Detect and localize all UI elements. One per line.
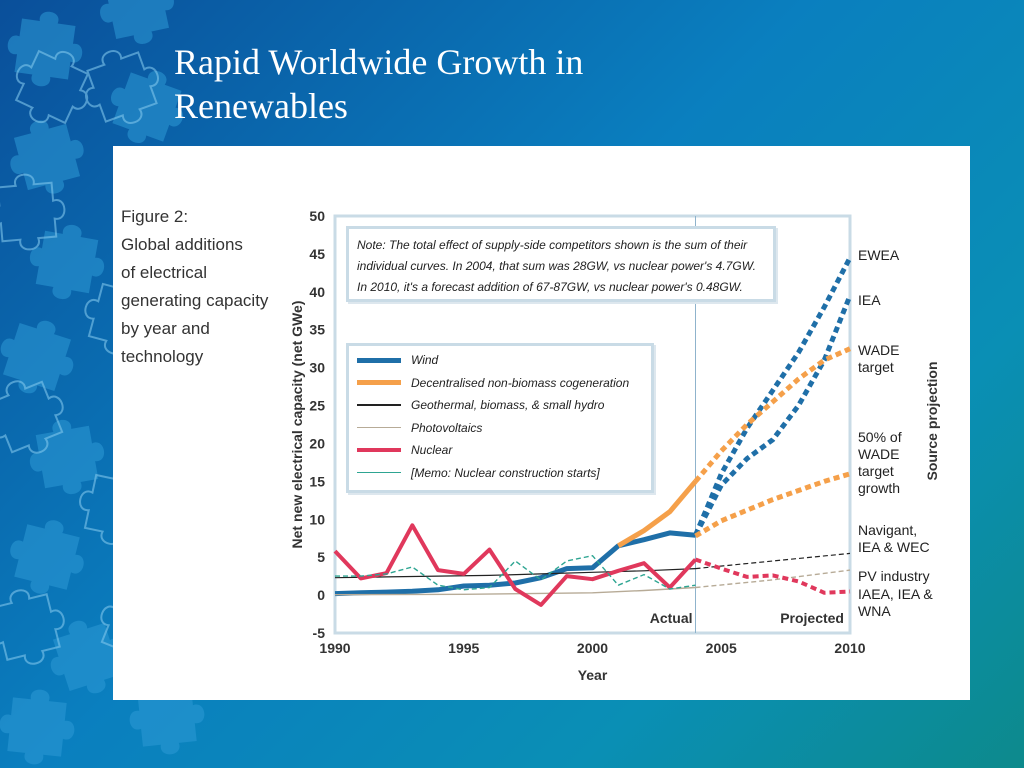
- source-label-line: target: [858, 359, 894, 375]
- source-label-line: IAEA, IEA &: [858, 586, 933, 602]
- series-line-cogeneration: [694, 471, 851, 539]
- projected-label: Projected: [780, 610, 844, 626]
- chart-legend: Wind Decentralised non-biomass cogenerati…: [346, 343, 654, 493]
- source-label-line: WADE: [858, 342, 900, 358]
- y-tick-label: 50: [309, 208, 325, 224]
- caption-line: of electrical: [121, 263, 207, 282]
- note-line: In 2010, it's a forecast addition of 67-…: [357, 280, 743, 294]
- series-line-geothermal: [695, 552, 851, 570]
- caption-line: Global additions: [121, 235, 243, 254]
- series-line-geothermal: [334, 568, 696, 579]
- figure-panel: Figure 2: Global additions of electrical…: [113, 146, 970, 700]
- source-projection-label: Source projection: [924, 361, 940, 480]
- source-label-iaea: IAEA, IEA & WNA: [858, 586, 933, 620]
- x-axis-label: Year: [578, 667, 608, 683]
- x-tick-label: 1995: [448, 640, 479, 656]
- legend-swatch: [357, 380, 401, 385]
- source-label-navigant: Navigant, IEA & WEC: [858, 522, 930, 556]
- source-label-line: WNA: [858, 603, 891, 619]
- series-line-nuclear: [694, 557, 851, 595]
- series-line-wind: [693, 294, 853, 537]
- y-tick-label: 40: [309, 284, 325, 300]
- series-line-photovoltaics: [334, 586, 696, 596]
- caption-line: Figure 2:: [121, 207, 189, 226]
- x-tick-label: 2000: [577, 640, 608, 656]
- legend-label: [Memo: Nuclear construction starts]: [411, 465, 600, 480]
- series-line-wind: [334, 530, 696, 597]
- series-line-nuclear: [333, 523, 697, 607]
- y-tick-label: 10: [309, 511, 325, 527]
- caption-line: technology: [121, 347, 204, 366]
- note-line: Note: The total effect of supply-side co…: [357, 238, 748, 252]
- y-tick-label: 25: [309, 398, 325, 414]
- caption-line: by year and: [121, 319, 210, 338]
- legend-swatch: [357, 357, 401, 363]
- legend-item: Nuclear: [357, 441, 647, 461]
- slide-title: Rapid Worldwide Growth in Renewables: [174, 40, 794, 128]
- y-tick-label: 45: [309, 246, 325, 262]
- y-tick-label: 20: [309, 435, 325, 451]
- legend-item: Decentralised non-biomass cogeneration: [357, 374, 647, 394]
- legend-item: Photovoltaics: [357, 419, 647, 439]
- source-label-line: target: [858, 463, 894, 479]
- source-label-ewea: EWEA: [858, 247, 899, 264]
- actual-label: Actual: [650, 610, 693, 626]
- figure-caption: Figure 2: Global additions of electrical…: [121, 203, 281, 371]
- source-label-line: IEA & WEC: [858, 539, 930, 555]
- x-tick-label: 2005: [706, 640, 737, 656]
- legend-swatch: [357, 404, 401, 406]
- source-label-line: Navigant,: [858, 522, 918, 538]
- legend-swatch: [357, 426, 401, 429]
- source-label-wade-50: 50% of WADE target growth: [858, 429, 902, 497]
- legend-item: Wind: [357, 351, 647, 371]
- y-tick-label: 5: [317, 549, 325, 565]
- source-label-pv-industry: PV industry: [858, 568, 930, 585]
- y-axis-label: Net new electrical capacity (net GWe): [289, 301, 305, 549]
- series-line-nuclear_starts: [335, 555, 696, 591]
- y-tick-label: 0: [317, 587, 325, 603]
- y-tick-label: 15: [309, 473, 325, 489]
- y-tick-label: 35: [309, 322, 325, 338]
- legend-swatch: [357, 471, 401, 474]
- x-tick-label: 2010: [834, 640, 865, 656]
- legend-item: Geothermal, biomass, & small hydro: [357, 396, 647, 416]
- y-tick-label: 30: [309, 360, 325, 376]
- series-line-photovoltaics: [695, 569, 851, 589]
- source-label-line: PV industry: [858, 568, 930, 584]
- source-label-line: growth: [858, 480, 901, 496]
- source-label-wade-target: WADE target: [858, 342, 899, 376]
- series-line-cogeneration: [617, 479, 698, 548]
- legend-label: Nuclear: [411, 443, 453, 457]
- note-box: Note: The total effect of supply-side co…: [346, 226, 776, 302]
- y-tick-label: -5: [313, 625, 326, 641]
- legend-label: Geothermal, biomass, & small hydro: [411, 398, 605, 412]
- line-chart: -5 0 5 10 15 20 25 30 35 40 45 50 1990 1995 2000 2005 20…: [289, 208, 940, 683]
- slide-title-line-1: Rapid Worldwide Growth in: [174, 42, 584, 82]
- source-label-line: WADE: [858, 446, 900, 462]
- x-tick-label: 1990: [319, 640, 350, 656]
- caption-line: generating capacity: [121, 291, 269, 310]
- legend-label: Photovoltaics: [411, 420, 483, 435]
- legend-item: [Memo: Nuclear construction starts]: [357, 464, 647, 484]
- source-label-line: EWEA: [858, 247, 900, 263]
- plot-frame: [333, 214, 852, 635]
- note-line: individual curves. In 2004, that sum was…: [357, 259, 756, 273]
- series-line-cogeneration: [693, 346, 852, 484]
- legend-label: Decentralised non-biomass cogeneration: [411, 375, 630, 390]
- source-label-line: IEA: [858, 292, 881, 308]
- legend-label: Wind: [411, 353, 439, 367]
- legend-swatch: [357, 448, 401, 452]
- series-line-wind: [693, 256, 853, 537]
- source-label-line: 50% of: [858, 429, 902, 445]
- source-label-iea: IEA: [858, 292, 881, 309]
- slide-title-line-2: Renewables: [174, 86, 348, 126]
